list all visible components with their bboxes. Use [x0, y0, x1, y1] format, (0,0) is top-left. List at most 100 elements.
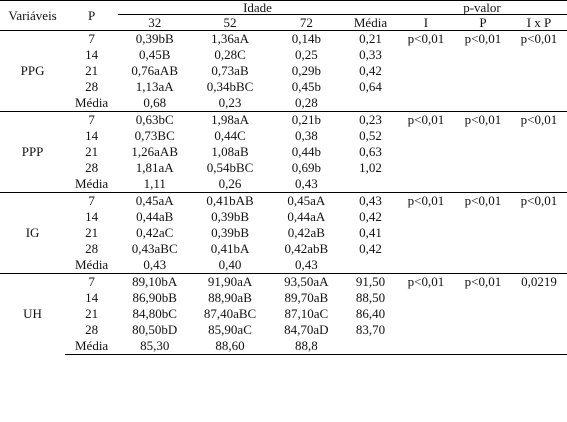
value-32-cell: 0,42aC [136, 225, 174, 240]
pvalue-ixp-cell: p<0,01 [510, 192, 567, 209]
table-row: PPG 7 0,39bB 1,36aA 0,14b 0,21 p<0,01 p<0,01 p<0… [0, 31, 567, 78]
value-72-cell: 0,42aB [287, 225, 325, 240]
pvalue-p-cell: p<0,01 [454, 192, 511, 209]
pvalue-ixp-cell [511, 47, 567, 63]
period-cell: 14 [85, 290, 99, 305]
pvalue-ixp-cell [511, 257, 567, 274]
col-header-32: 32 [148, 15, 162, 30]
value-72-cell: 0,29b [291, 63, 321, 78]
value-52-cell: 85,90aC [208, 322, 252, 337]
pvalue-i-cell [397, 225, 455, 241]
value-32-cell: 1,26aAB [131, 144, 178, 159]
pvalue-i-cell [397, 144, 455, 160]
data-table: Variáveis P Idade p-valor 32 52 72 Média… [0, 0, 567, 355]
value-72-cell: 0,38 [294, 128, 318, 143]
variable-name: UH [0, 273, 66, 355]
pvalue-p-cell [455, 144, 511, 160]
mean-cell: 91,50 [344, 273, 397, 290]
value-52-cell: 91,90aA [191, 273, 269, 290]
col-header-ixp: I x P [526, 15, 552, 30]
pvalue-i-cell [397, 322, 455, 338]
pvalue-i-cell: p<0,01 [396, 192, 455, 209]
period-cell: Média [74, 176, 109, 191]
table-row: 28 80,50bD 85,90aC 84,70aD 83,70 [0, 322, 567, 338]
col-header-i: I [423, 15, 429, 30]
pvalue-p-cell [455, 209, 511, 225]
pvalue-p-cell [455, 322, 511, 338]
header-row-2: 32 52 72 Média I P I x P [0, 15, 567, 31]
period-cell: 7 [65, 273, 119, 290]
period-cell: 7 [88, 31, 95, 46]
value-52-cell: 0,54bBC [206, 160, 254, 175]
mean-cell [344, 95, 397, 112]
col-header-p2: P [479, 15, 487, 30]
mean-cell: 0,43 [344, 192, 397, 209]
value-72-cell: 0,43 [294, 257, 318, 272]
table-row: 21 84,80bC 87,40aBC 87,10aC 86,40 [0, 306, 567, 322]
variable-name: PPG [20, 63, 45, 78]
pvalue-ixp-cell [511, 209, 567, 225]
value-32-cell: 1,81aA [135, 160, 174, 175]
period-cell: 28 [85, 322, 99, 337]
table-row: Média 0,43 0,40 0,43 [0, 257, 567, 274]
mean-cell: 0,41 [359, 225, 382, 240]
mean-cell [344, 257, 397, 274]
table-row: Média 85,30 88,60 88,8 [0, 338, 567, 355]
col-header-media: Média [353, 15, 388, 30]
pvalue-ixp-cell [511, 95, 567, 112]
mean-cell: 86,40 [355, 306, 386, 321]
col-header-pvalor: p-valor [396, 0, 567, 15]
value-72-cell: 0,45b [291, 79, 321, 94]
value-32-cell: 0,76aAB [131, 63, 178, 78]
table-row: 28 0,43aBC 0,41bA 0,42abB 0,42 [0, 241, 567, 257]
mean-cell: 0,42 [359, 63, 382, 78]
variable-name: IG [0, 192, 66, 274]
col-header-52: 52 [223, 15, 237, 30]
pvalue-ixp-cell [511, 306, 567, 322]
value-52-cell: 0,26 [218, 176, 242, 191]
pvalue-ixp-cell [511, 160, 567, 176]
mean-cell: 0,42 [359, 209, 382, 224]
value-32-cell: 80,50bD [132, 322, 178, 337]
col-header-idade: Idade [118, 0, 397, 15]
value-32-cell: 89,10bA [118, 273, 192, 290]
pvalue-i-cell [397, 290, 455, 306]
pvalue-p-cell [455, 79, 511, 95]
value-32-cell: 0,43aBC [131, 241, 178, 256]
pvalue-ixp-cell [511, 144, 567, 160]
value-52-cell: 0,23 [218, 95, 242, 110]
mean-cell: 0,63 [359, 144, 382, 159]
pvalue-p-cell [455, 241, 511, 257]
mean-cell: 0,33 [359, 47, 382, 62]
value-32-cell: 1,13aA [135, 79, 174, 94]
mean-cell: 0,21 [359, 31, 382, 46]
value-32-cell: 0,43 [143, 257, 167, 272]
value-32-cell: 0,73BC [134, 128, 175, 143]
pvalue-i-cell [397, 209, 455, 225]
value-52-cell: 1,98aA [191, 111, 269, 128]
pvalue-p-cell [455, 306, 511, 322]
pvalue-p-cell [455, 225, 511, 241]
mean-cell: 1,02 [359, 160, 382, 175]
value-52-cell: 0,41bA [210, 241, 250, 256]
pvalue-ixp-cell: 0,0219 [510, 273, 567, 290]
value-52-cell: 0,39bB [211, 225, 249, 240]
pvalue-p-cell [455, 176, 511, 193]
value-52-cell: 88,90aB [208, 290, 252, 305]
pvalue-ixp-cell [511, 63, 567, 79]
value-72-cell: 0,21b [268, 111, 345, 128]
value-52-cell: 0,44C [214, 128, 246, 143]
table-row: 14 0,73BC 0,44C 0,38 0,52 [0, 128, 567, 144]
table-row: 28 1,13aA 0,34bBC 0,45b 0,64 [0, 79, 567, 95]
mean-cell: 88,50 [355, 290, 386, 305]
value-32-cell: 84,80bC [132, 306, 177, 321]
value-72-cell: 0,43 [294, 176, 318, 191]
value-32-cell: 0,45B [138, 47, 171, 62]
pvalue-i-cell [397, 63, 455, 79]
value-72-cell: 0,28 [294, 95, 318, 110]
value-52-cell: 0,40 [218, 257, 242, 272]
pvalue-p-cell [455, 95, 511, 112]
pvalue-i-cell [397, 160, 455, 176]
table-row: IG 7 0,45aA 0,41bAB 0,45aA 0,43 p<0,01 p<0,01 p<… [0, 192, 567, 274]
pvalue-i-cell [397, 128, 455, 144]
